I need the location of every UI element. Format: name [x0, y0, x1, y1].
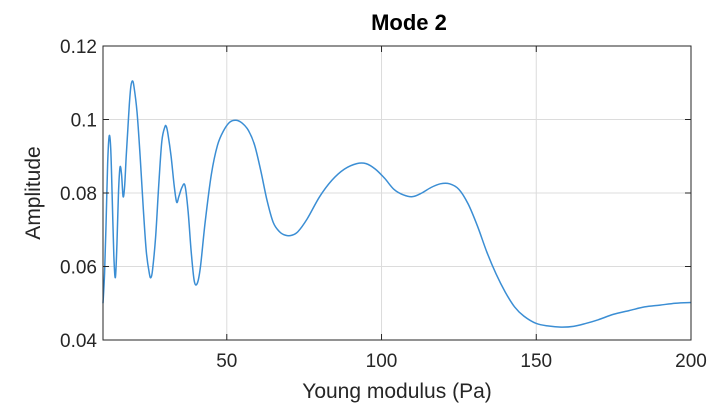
series-layer: [102, 80, 692, 328]
x-tick-label: 100: [366, 351, 398, 372]
chart-title: Mode 2: [371, 10, 447, 35]
axis-ticks: [103, 45, 692, 341]
y-tick-label: 0.1: [71, 111, 97, 132]
x-tick-label: 200: [675, 351, 707, 372]
y-tick-label: 0.08: [60, 184, 97, 205]
y-tick-label: 0.04: [60, 331, 97, 352]
y-axis-tick-labels: 0.04 0.06 0.08 0.1 0.12: [60, 37, 97, 352]
x-tick-label: 150: [520, 351, 552, 372]
y-tick-label: 0.12: [60, 37, 97, 58]
y-tick-label: 0.06: [60, 258, 97, 279]
x-tick-label: 50: [216, 351, 237, 372]
x-axis-tick-labels: 50 100 150 200: [216, 351, 707, 372]
x-axis-label: Young modulus (Pa): [302, 380, 492, 403]
series-line: [102, 80, 692, 328]
y-axis-label: Amplitude: [22, 146, 45, 239]
